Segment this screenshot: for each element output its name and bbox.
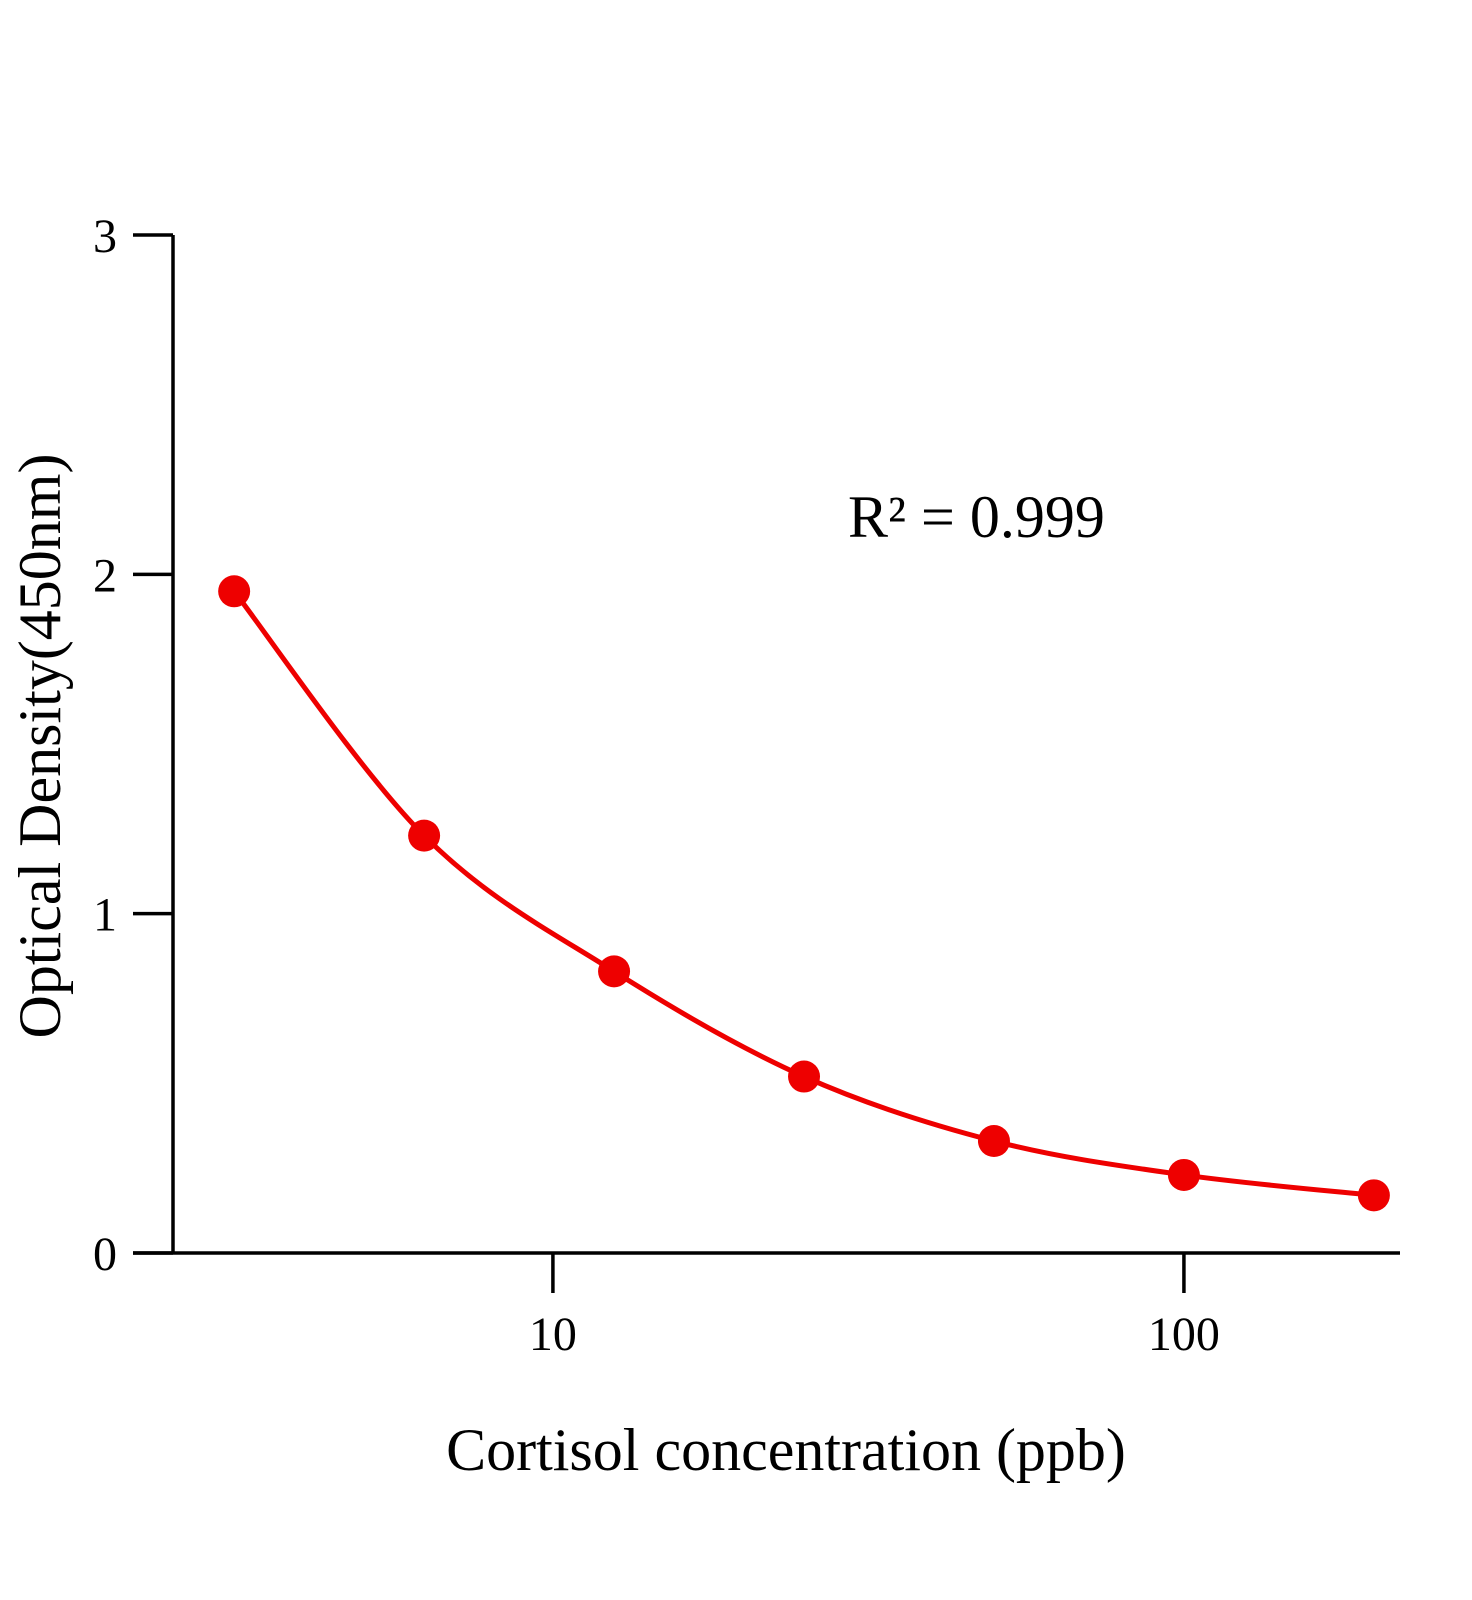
data-point [218, 575, 251, 608]
data-point [1357, 1179, 1390, 1212]
fit-curve [232, 589, 1375, 1198]
data-points [218, 575, 1390, 1212]
r-squared-annotation: R² = 0.999 [848, 484, 1105, 550]
data-point [1167, 1158, 1200, 1191]
data-point [408, 819, 441, 852]
y-tick-label: 3 [93, 210, 117, 263]
data-point [598, 955, 631, 988]
y-tick-label: 1 [93, 889, 117, 942]
axes [133, 235, 1400, 1255]
x-axis-title: Cortisol concentration (ppb) [446, 1417, 1126, 1483]
data-point [788, 1060, 821, 1093]
y-axis-title: Optical Density(450nm) [7, 454, 73, 1039]
y-tick-label: 2 [93, 549, 117, 602]
data-point [977, 1125, 1010, 1158]
x-tick-label: 10 [529, 1308, 577, 1361]
y-tick-label: 0 [93, 1228, 117, 1281]
ticks: 0 1 2 3 10 100 [93, 210, 1220, 1361]
x-tick-label: 100 [1148, 1308, 1220, 1361]
